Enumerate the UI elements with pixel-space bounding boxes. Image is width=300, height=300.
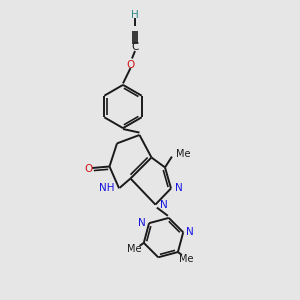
Text: C: C <box>131 41 139 52</box>
Text: N: N <box>138 218 146 228</box>
Text: N: N <box>175 183 183 194</box>
Text: NH: NH <box>98 183 114 194</box>
Text: H: H <box>131 10 139 20</box>
Text: N: N <box>186 227 194 237</box>
Text: Me: Me <box>179 254 194 264</box>
Text: N: N <box>160 200 167 210</box>
Text: Me: Me <box>176 148 191 159</box>
Text: O: O <box>126 59 135 70</box>
Text: Me: Me <box>127 244 141 254</box>
Text: O: O <box>84 164 93 174</box>
